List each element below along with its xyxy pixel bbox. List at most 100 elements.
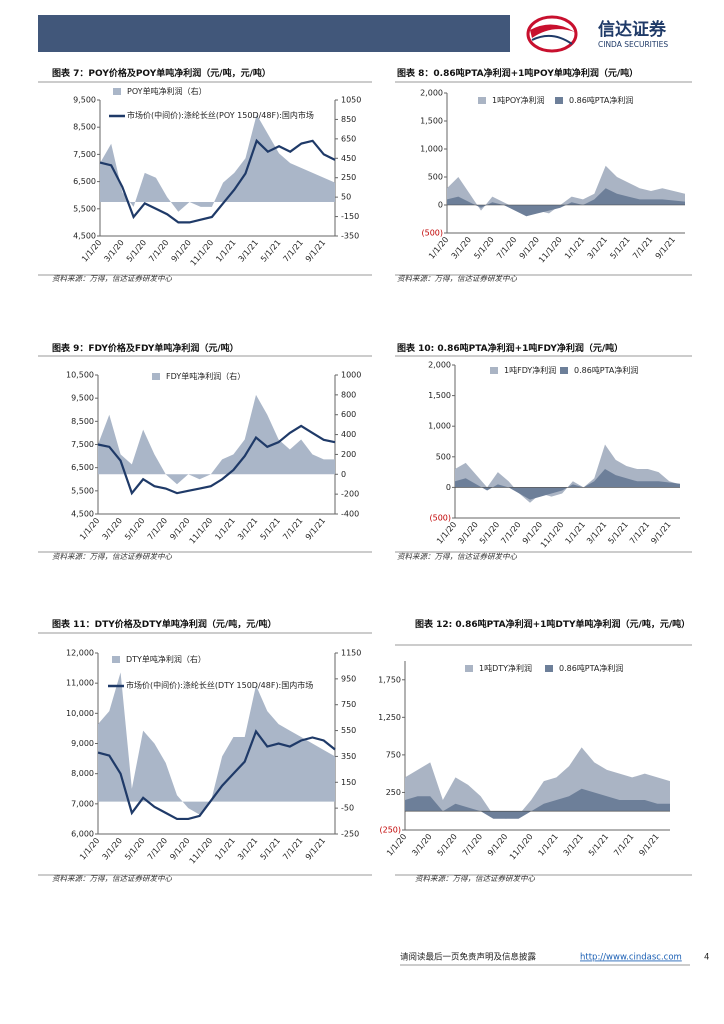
x-tick-label: 5/1/20	[478, 520, 501, 546]
tick-label: 10,000	[66, 709, 94, 718]
footer-notice: 请阅读最后一页免责声明及信息披露	[400, 952, 537, 963]
tick-label: 1,000	[420, 145, 443, 154]
tick-label: -350	[341, 232, 359, 241]
tick-label: (500)	[421, 229, 443, 238]
figure-title: 图表 12: 0.86吨PTA净利润+1吨DTY单吨净利润（元/吨，元/吨）	[415, 620, 691, 630]
source-note: 资料来源：万得，信达证券研发中心	[52, 274, 172, 283]
legend-swatch	[555, 97, 563, 104]
x-tick-label: 9/1/21	[637, 832, 660, 858]
x-tick-label: 5/1/20	[472, 235, 495, 261]
tick-label: 1,500	[428, 391, 451, 400]
x-tick-label: 3/1/21	[585, 520, 608, 546]
x-tick-label: 11/1/20	[537, 235, 564, 264]
tick-label: 4,500	[71, 510, 94, 519]
x-tick-label: 3/1/20	[101, 836, 124, 862]
line-series	[99, 138, 336, 224]
tick-label: (500)	[429, 514, 451, 523]
x-tick-label: 11/1/20	[189, 238, 216, 267]
area-series	[98, 672, 335, 815]
tick-label: 12,000	[66, 649, 94, 658]
x-tick-label: 1/1/20	[427, 235, 450, 261]
tick-label: 650	[341, 134, 356, 143]
tick-label: 8,500	[73, 123, 96, 132]
tick-label: 0	[438, 201, 443, 210]
tick-label: 800	[341, 390, 356, 399]
tick-label: (250)	[379, 826, 401, 835]
tick-label: -400	[341, 510, 359, 519]
x-tick-label: 3/1/20	[456, 520, 479, 546]
x-tick-label: 1/1/21	[564, 520, 587, 546]
legend-swatch	[152, 373, 160, 380]
tick-label: 2,000	[420, 89, 443, 98]
legend-label: 0.86吨PTA净利润	[569, 96, 634, 105]
x-tick-label: 5/1/21	[259, 516, 282, 542]
tick-label: 750	[386, 750, 401, 759]
x-tick-label: 1/1/21	[213, 836, 236, 862]
x-tick-label: 3/1/21	[586, 235, 609, 261]
tick-label: 4,500	[73, 232, 96, 241]
x-tick-label: 7/1/20	[461, 832, 484, 858]
tick-label: 0	[446, 483, 451, 492]
tick-label: 7,500	[71, 440, 94, 449]
source-note: 资料来源：万得，信达证券研发中心	[397, 274, 517, 283]
source-note: 资料来源：万得，信达证券研发中心	[52, 552, 172, 561]
tick-label: 350	[341, 752, 356, 761]
figure-title: 图表 11：DTY价格及DTY单吨净利润（元/吨，元/吨）	[52, 620, 277, 630]
x-tick-label: 7/1/21	[281, 836, 304, 862]
figure-title: 图表 10: 0.86吨PTA净利润+1吨FDY净利润（元/吨）	[397, 344, 624, 354]
x-tick-label: 3/1/21	[562, 832, 585, 858]
legend-label: 1吨DTY净利润	[479, 664, 533, 673]
x-tick-label: 9/1/20	[486, 832, 509, 858]
area-series	[455, 444, 680, 503]
tick-label: -150	[341, 212, 359, 221]
area-series	[447, 165, 685, 217]
tick-label: -200	[341, 490, 359, 499]
x-tick-label: 7/1/20	[495, 235, 518, 261]
tick-label: 1,750	[378, 675, 401, 684]
x-tick-label: 7/1/20	[146, 836, 169, 862]
x-tick-label: 5/1/21	[606, 520, 629, 546]
x-tick-label: 7/1/21	[612, 832, 635, 858]
figure-title: 图表 7：POY价格及POY单吨净利润（元/吨，元/吨）	[52, 69, 271, 79]
tick-label: 150	[341, 778, 356, 787]
x-tick-label: 5/1/20	[125, 238, 148, 264]
x-tick-label: 3/1/21	[236, 836, 259, 862]
brand-en: CINDA SECURITIES	[598, 40, 668, 49]
x-tick-label: 7/1/20	[499, 520, 522, 546]
tick-label: 200	[341, 450, 356, 459]
x-tick-label: 5/1/21	[259, 836, 282, 862]
tick-label: -250	[341, 830, 359, 839]
source-note: 资料来源：万得，信达证券研发中心	[415, 874, 535, 883]
x-tick-label: 3/1/21	[237, 238, 260, 264]
x-tick-label: 7/1/21	[631, 235, 654, 261]
area-series	[447, 188, 685, 217]
x-tick-label: 7/1/21	[281, 516, 304, 542]
tick-label: 600	[341, 410, 356, 419]
tick-label: 5,500	[73, 204, 96, 213]
tick-label: 9,000	[71, 739, 94, 748]
legend-label: DTY单吨净利润（右）	[126, 655, 206, 664]
brand: 信达证券	[598, 19, 667, 40]
x-tick-label: 3/1/20	[450, 235, 473, 261]
tick-label: 6,500	[71, 463, 94, 472]
area-series	[98, 394, 335, 485]
legend-label: 0.86吨PTA净利润	[559, 664, 624, 673]
x-tick-label: 1/1/21	[214, 238, 237, 264]
tick-label: 9,500	[73, 96, 96, 105]
tick-label: 6,500	[73, 177, 96, 186]
footer-url[interactable]: http://www.cindasc.com	[580, 953, 682, 963]
x-tick-label: 1/1/20	[385, 832, 408, 858]
x-tick-label: 1/1/21	[536, 832, 559, 858]
x-tick-label: 11/1/20	[539, 520, 566, 549]
tick-label: 5,500	[71, 486, 94, 495]
x-tick-label: 5/1/21	[259, 238, 282, 264]
tick-label: 1,250	[378, 713, 401, 722]
legend-swatch	[112, 656, 120, 663]
legend-swatch	[490, 367, 498, 374]
tick-label: 1,000	[428, 422, 451, 431]
x-tick-label: 9/1/21	[649, 520, 672, 546]
tick-label: 1150	[341, 649, 361, 658]
tick-label: 8,500	[71, 417, 94, 426]
tick-label: 500	[428, 173, 443, 182]
